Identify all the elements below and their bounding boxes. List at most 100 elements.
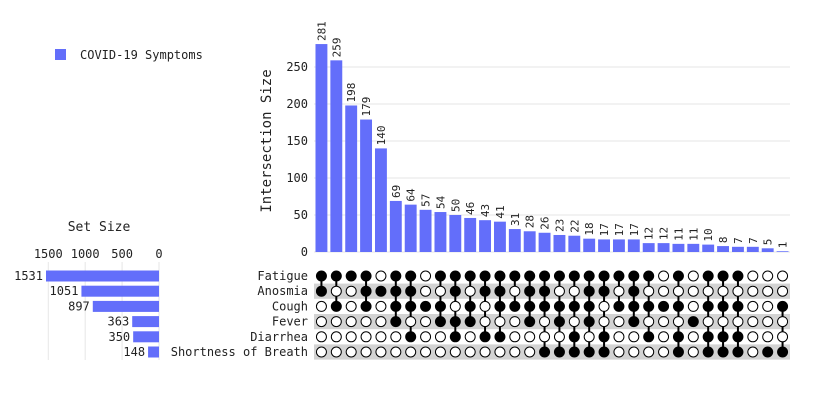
matrix-dot-empty	[747, 285, 759, 297]
matrix-dot-filled	[315, 285, 327, 297]
matrix-dot-filled	[628, 300, 640, 312]
matrix-dot-filled	[672, 270, 684, 282]
matrix-dot-empty	[687, 346, 699, 358]
matrix-dot-filled	[658, 300, 670, 312]
legend-swatch	[55, 49, 66, 60]
matrix-dot-empty	[777, 285, 789, 297]
matrix-dot-filled	[330, 270, 342, 282]
matrix-dot-filled	[464, 300, 476, 312]
matrix-dot-filled	[628, 316, 640, 328]
intersection-bar	[583, 238, 596, 252]
matrix-dot-filled	[598, 270, 610, 282]
bar-value-label: 28	[524, 215, 537, 228]
intersection-bar	[315, 44, 328, 253]
y-tick-label: 100	[286, 171, 308, 185]
intersection-bar	[702, 244, 715, 252]
intersection-bar	[389, 200, 402, 252]
matrix-dot-filled	[762, 346, 774, 358]
matrix-dot-filled	[524, 285, 536, 297]
matrix-dot-filled	[568, 300, 580, 312]
matrix-dot-empty	[375, 331, 387, 343]
matrix-dot-filled	[583, 300, 595, 312]
intersection-bar	[419, 209, 432, 252]
set-size-value-label: 363	[108, 315, 130, 329]
matrix-dot-filled	[613, 270, 625, 282]
matrix-dot-empty	[360, 316, 372, 328]
matrix-dot-empty	[762, 270, 774, 282]
bar-value-label: 17	[628, 223, 641, 236]
intersection-bar	[657, 243, 670, 252]
bar-value-label: 17	[613, 223, 626, 236]
intersection-bar	[330, 60, 343, 253]
x-tick-label: 1000	[71, 247, 100, 261]
matrix-dot-filled	[360, 285, 372, 297]
matrix-dot-empty	[762, 285, 774, 297]
matrix-dot-empty	[330, 316, 342, 328]
matrix-dot-empty	[568, 316, 580, 328]
matrix-dot-filled	[479, 270, 491, 282]
intersection-bar	[508, 229, 521, 252]
matrix-dot-empty	[405, 316, 417, 328]
y-tick-label: 0	[301, 245, 308, 259]
matrix-dot-filled	[553, 300, 565, 312]
matrix-dot-filled	[420, 300, 432, 312]
matrix-dot-empty	[360, 346, 372, 358]
intersection-bar	[553, 234, 566, 252]
matrix-dot-filled	[330, 300, 342, 312]
matrix-dot-filled	[464, 316, 476, 328]
matrix-dot-filled	[702, 331, 714, 343]
matrix-dot-empty	[672, 316, 684, 328]
matrix-dot-filled	[643, 270, 655, 282]
matrix-dot-filled	[509, 300, 521, 312]
intersection-bar	[538, 232, 551, 252]
matrix-dot-filled	[598, 331, 610, 343]
matrix-dot-empty	[315, 316, 327, 328]
matrix-dot-filled	[643, 300, 655, 312]
intersection-bar	[776, 251, 789, 252]
matrix-dot-filled	[583, 346, 595, 358]
matrix-dot-empty	[643, 316, 655, 328]
matrix-row-band	[314, 314, 790, 330]
bar-value-label: 11	[687, 228, 700, 241]
matrix-dot-empty	[524, 331, 536, 343]
intersection-bar	[731, 246, 744, 252]
matrix-dot-empty	[732, 316, 744, 328]
matrix-dot-empty	[553, 285, 565, 297]
matrix-row-band	[314, 283, 790, 299]
bar-value-label: 259	[330, 37, 343, 57]
matrix-dot-empty	[434, 346, 446, 358]
bar-value-label: 5	[762, 239, 775, 246]
intersection-bar	[345, 105, 358, 252]
matrix-dot-empty	[390, 331, 402, 343]
matrix-dot-empty	[553, 331, 565, 343]
x-tick-label: 500	[111, 247, 133, 261]
bar-value-label: 26	[539, 217, 552, 230]
matrix-dot-empty	[628, 346, 640, 358]
matrix-dot-filled	[390, 270, 402, 282]
set-size-title: Set Size	[68, 220, 131, 235]
matrix-dot-empty	[390, 346, 402, 358]
matrix-dot-filled	[598, 346, 610, 358]
matrix-dot-empty	[687, 285, 699, 297]
intersection-bar	[360, 119, 373, 252]
matrix-dot-filled	[539, 270, 551, 282]
set-size-bar	[92, 300, 159, 312]
matrix-dot-empty	[672, 285, 684, 297]
matrix-dot-empty	[464, 285, 476, 297]
intersection-bar	[627, 239, 640, 252]
matrix-dot-empty	[509, 346, 521, 358]
x-tick-label: 0	[155, 247, 162, 261]
x-tick-label: 1500	[34, 247, 63, 261]
matrix-dot-empty	[747, 316, 759, 328]
matrix-dot-filled	[613, 300, 625, 312]
matrix-dot-filled	[553, 316, 565, 328]
matrix-dot-empty	[524, 346, 536, 358]
matrix-dot-filled	[390, 300, 402, 312]
bar-value-label: 17	[598, 223, 611, 236]
matrix-dot-empty	[643, 346, 655, 358]
matrix-dot-empty	[420, 285, 432, 297]
matrix-dot-empty	[777, 331, 789, 343]
matrix-dot-empty	[643, 285, 655, 297]
set-size-bar	[132, 316, 159, 328]
